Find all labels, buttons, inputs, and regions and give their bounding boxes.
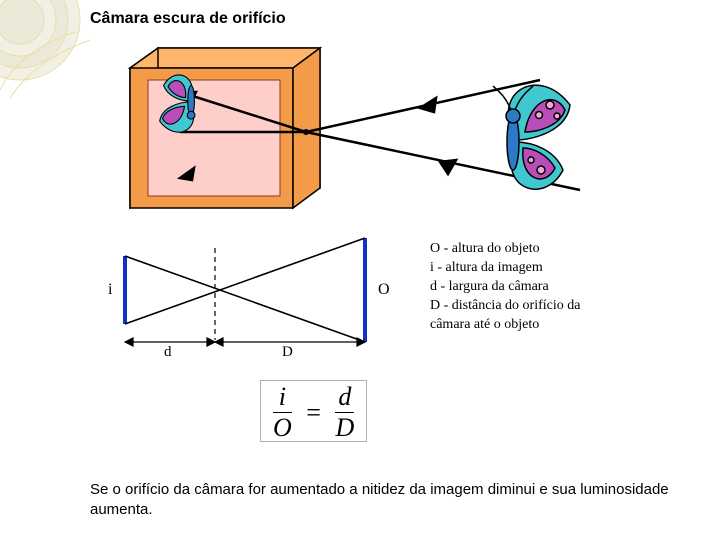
- footnote: Se o orifício da câmara for aumentado a …: [90, 480, 700, 519]
- formula-den2: D: [335, 412, 354, 441]
- legend-i: i - altura da imagem: [430, 259, 580, 278]
- formula-den1: O: [273, 412, 292, 441]
- page-title: Câmara escura de orifício: [90, 10, 286, 28]
- formula: i O = d D: [260, 380, 367, 442]
- formula-num2: d: [335, 384, 354, 410]
- legend-d: d - largura da câmara: [430, 278, 580, 297]
- legend-D: D - distância do orifício da: [430, 297, 580, 316]
- geometry-schematic: i O d D: [100, 230, 400, 360]
- formula-num1: i: [273, 384, 292, 410]
- legend: O - altura do objeto i - altura da image…: [430, 240, 580, 334]
- pinhole-camera-figure: [120, 40, 600, 210]
- O-label: O: [378, 281, 390, 298]
- legend-O: O - altura do objeto: [430, 240, 580, 259]
- D-label: D: [282, 344, 293, 360]
- i-label: i: [108, 281, 113, 298]
- legend-D2: câmara até o objeto: [430, 316, 580, 335]
- d-label: d: [164, 344, 172, 360]
